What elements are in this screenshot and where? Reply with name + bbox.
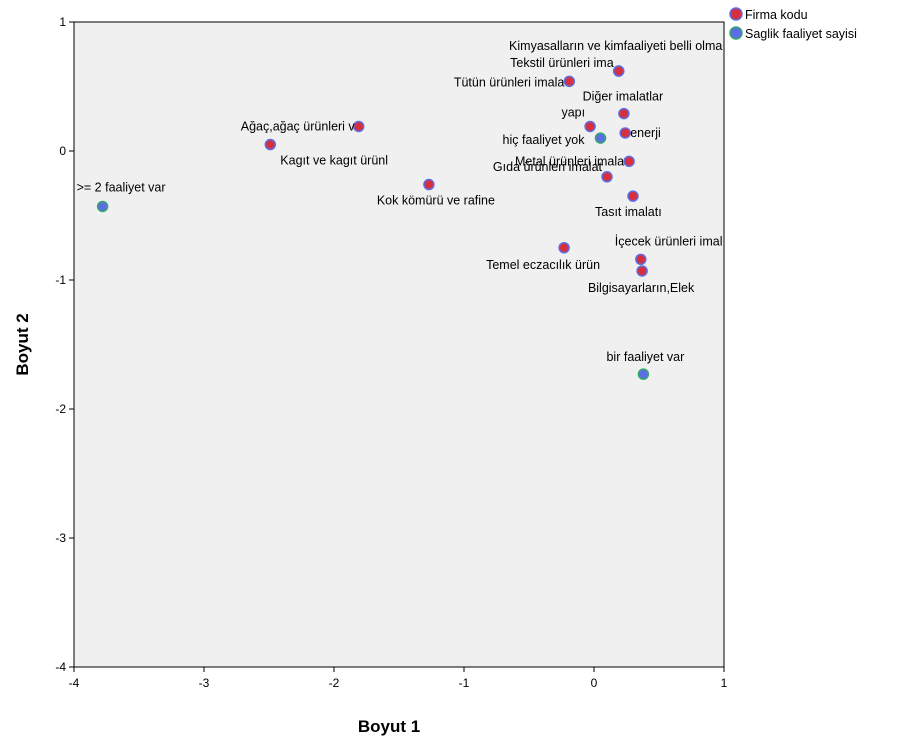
data-point bbox=[423, 178, 435, 191]
data-point bbox=[635, 253, 647, 266]
data-point bbox=[352, 120, 365, 133]
point-label: Kimyasalların ve kimfaaliyeti belli olma bbox=[509, 39, 722, 53]
point-label: Bilgisayarların,Elek bbox=[588, 281, 695, 295]
x-tick-label: -2 bbox=[329, 676, 340, 690]
point-label: Kagıt ve kagıt ürünl bbox=[280, 154, 388, 168]
point-label: yapı bbox=[561, 105, 585, 119]
plot-area bbox=[73, 21, 725, 668]
point-label: Tekstil ürünleri ima bbox=[510, 56, 614, 70]
x-tick-label: -1 bbox=[459, 676, 470, 690]
data-point bbox=[619, 127, 631, 139]
legend-marker bbox=[729, 26, 743, 40]
data-point bbox=[264, 138, 277, 151]
data-point bbox=[96, 200, 109, 213]
point-label: İçecek ürünleri imal bbox=[615, 234, 723, 248]
y-axis-ticks: -4 -3 -2 -1 0 1 bbox=[55, 15, 74, 674]
data-point bbox=[627, 190, 639, 202]
data-point bbox=[636, 265, 648, 277]
data-point bbox=[623, 155, 635, 168]
data-point bbox=[637, 368, 650, 380]
y-tick-label: -3 bbox=[55, 531, 66, 545]
x-axis-title: Boyut 1 bbox=[358, 717, 420, 736]
data-point bbox=[558, 242, 570, 254]
legend: Firma kodu Saglik faaliyet sayisi bbox=[729, 7, 857, 41]
data-point bbox=[584, 120, 596, 133]
y-tick-label: -4 bbox=[55, 660, 66, 674]
data-point bbox=[563, 75, 576, 88]
y-tick-label: -1 bbox=[55, 273, 66, 287]
point-label: hiç faaliyet yok bbox=[503, 133, 586, 147]
point-label: Tasıt imalatı bbox=[595, 205, 662, 219]
data-point bbox=[594, 132, 607, 144]
x-tick-label: 0 bbox=[591, 676, 598, 690]
point-label: >= 2 faaliyet var bbox=[77, 180, 166, 194]
y-tick-label: 1 bbox=[59, 15, 66, 29]
data-point bbox=[618, 107, 630, 120]
point-label: Ağaç,ağaç ürünleri v bbox=[241, 119, 356, 133]
data-point bbox=[612, 65, 625, 77]
data-points: Kimyasalların ve kimfaaliyeti belli olma… bbox=[77, 39, 723, 380]
x-tick-label: -4 bbox=[69, 676, 80, 690]
point-label: enerji bbox=[630, 126, 661, 140]
legend-label: Saglik faaliyet sayisi bbox=[745, 27, 857, 41]
point-label: Diğer imalatlar bbox=[583, 90, 664, 104]
legend-marker bbox=[729, 7, 743, 21]
y-tick-label: 0 bbox=[59, 144, 66, 158]
point-label: Kok kömürü ve rafine bbox=[377, 194, 495, 208]
y-axis-title: Boyut 2 bbox=[13, 313, 32, 375]
y-tick-label: -2 bbox=[55, 402, 66, 416]
point-label: Tütün ürünleri imala bbox=[454, 75, 565, 89]
x-tick-label: -3 bbox=[199, 676, 210, 690]
x-tick-label: 1 bbox=[721, 676, 728, 690]
x-axis-ticks: -4 -3 -2 -1 0 1 bbox=[69, 667, 728, 690]
point-label: Gıda ürünleri imalat bbox=[493, 160, 603, 174]
point-label: bir faaliyet var bbox=[606, 350, 684, 364]
point-label: Temel eczacılık ürün bbox=[486, 258, 600, 272]
legend-label: Firma kodu bbox=[745, 8, 808, 22]
data-point bbox=[601, 171, 613, 183]
point-label: Metal ürünleri imala bbox=[515, 154, 624, 168]
